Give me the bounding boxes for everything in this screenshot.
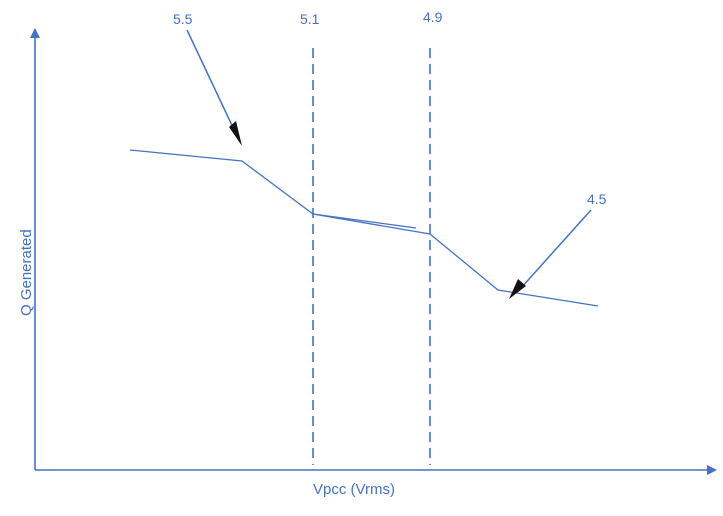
arrow-4-5	[509, 209, 592, 299]
q-curve-branch	[312, 213, 417, 229]
annotation-label-5-1: 5.1	[300, 11, 320, 27]
x-axis-label: Vpcc (Vrms)	[313, 481, 395, 498]
arrowhead-5-5	[229, 121, 242, 146]
q-curve	[129, 149, 599, 307]
y-axis-label: Q Generated	[18, 229, 35, 316]
annotation-label-5-5: 5.5	[173, 11, 193, 27]
arrow-5-5	[186, 29, 242, 146]
arrowhead-4-5	[509, 279, 526, 299]
annotation-label-4-5: 4.5	[587, 191, 607, 207]
annotation-label-4-9: 4.9	[423, 9, 443, 25]
